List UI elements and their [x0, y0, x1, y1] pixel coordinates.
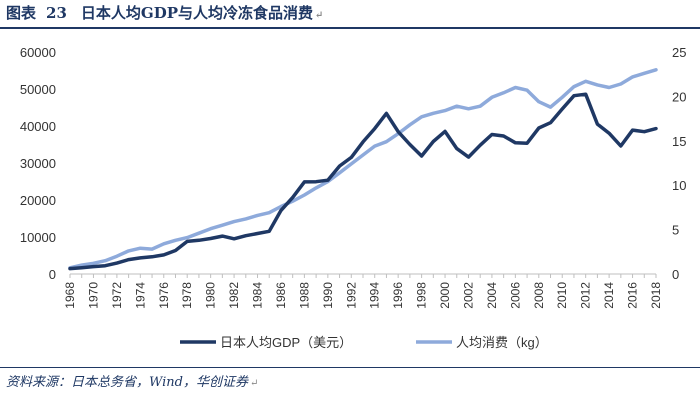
x-axis-tick-label: 2006 [508, 282, 522, 309]
x-axis-tick-label: 1980 [204, 282, 218, 309]
paragraph-mark: ↵ [250, 378, 259, 389]
right-axis-tick-label: 5 [672, 223, 679, 238]
left-axis-tick-label: 10000 [20, 230, 56, 245]
x-axis-tick-label: 1998 [415, 282, 429, 309]
x-axis-tick-label: 1976 [157, 282, 171, 309]
x-axis-tick-label: 2014 [602, 282, 616, 309]
legend-label: 日本人均GDP（美元） [220, 335, 352, 350]
x-axis-tick-label: 1988 [297, 282, 311, 309]
x-axis-tick-label: 2008 [532, 282, 546, 309]
x-axis-tick-label: 1978 [180, 282, 194, 309]
legend-label: 人均消费（kg） [456, 335, 548, 350]
left-axis-tick-label: 50000 [20, 82, 56, 97]
right-axis-ticks: 0 5 10 15 20 25 [672, 45, 686, 282]
figure-number: 23 [46, 4, 67, 22]
x-axis-tick-label: 1968 [63, 282, 77, 309]
x-axis-tick-label: 1996 [391, 282, 405, 309]
x-axis-ticks: 1968 1970 1972 1974 1976 1978 1980 1982 1984 1986… [63, 274, 663, 309]
left-axis-tick-label: 0 [49, 267, 56, 282]
title-divider [0, 27, 700, 29]
x-axis-tick-label: 1994 [368, 282, 382, 309]
legend: 日本人均GDP（美元） 人均消费（kg） [180, 335, 548, 350]
right-axis-tick-label: 25 [672, 45, 686, 60]
left-axis-ticks: 0 10000 20000 30000 40000 50000 60000 [20, 45, 56, 282]
x-axis-tick-label: 1970 [86, 282, 100, 309]
figure-title-text: 日本人均GDP与人均冷冻食品消费 [80, 4, 313, 22]
paragraph-mark: ↵ [315, 10, 324, 21]
x-axis-tick-label: 2004 [485, 282, 499, 309]
x-axis-tick-label: 1986 [274, 282, 288, 309]
series-line-gdp-per-capita [68, 92, 658, 271]
x-axis-tick-label: 2018 [649, 282, 663, 309]
left-axis-tick-label: 30000 [20, 156, 56, 171]
source-text: 资料来源：日本总务省，Wind，华创证券 [6, 375, 248, 390]
right-axis-tick-label: 10 [672, 178, 686, 193]
x-axis-tick-label: 1992 [344, 282, 358, 309]
right-axis-tick-label: 0 [672, 267, 679, 282]
figure-title: 图表 23 日本人均GDP与人均冷冻食品消费 ↵ [6, 2, 323, 24]
right-axis-tick-label: 20 [672, 89, 686, 104]
x-axis-tick-label: 1984 [251, 282, 265, 309]
footer-divider [0, 367, 700, 368]
x-axis-tick-label: 1974 [133, 282, 147, 309]
x-axis-tick-label: 1972 [110, 282, 124, 309]
series-line-consumption-per-capita [68, 68, 658, 270]
left-axis-tick-label: 40000 [20, 119, 56, 134]
x-axis-tick-label: 2010 [555, 282, 569, 309]
figure-label: 图表 [6, 4, 37, 22]
x-axis-tick-label: 2002 [461, 282, 475, 309]
left-axis-tick-label: 20000 [20, 193, 56, 208]
x-axis-tick-label: 2016 [626, 282, 640, 309]
x-axis-tick-label: 1982 [227, 282, 241, 309]
source-note: 资料来源：日本总务省，Wind，华创证券 ↵ [6, 371, 258, 390]
x-axis-tick-label: 1990 [321, 282, 335, 309]
x-axis-tick-label: 2012 [579, 282, 593, 309]
left-axis-tick-label: 60000 [20, 45, 56, 60]
chart: 0 10000 20000 30000 40000 50000 60000 0 5 10 15 20… [20, 45, 687, 350]
right-axis-tick-label: 15 [672, 134, 686, 149]
x-axis-tick-label: 2000 [438, 282, 452, 309]
